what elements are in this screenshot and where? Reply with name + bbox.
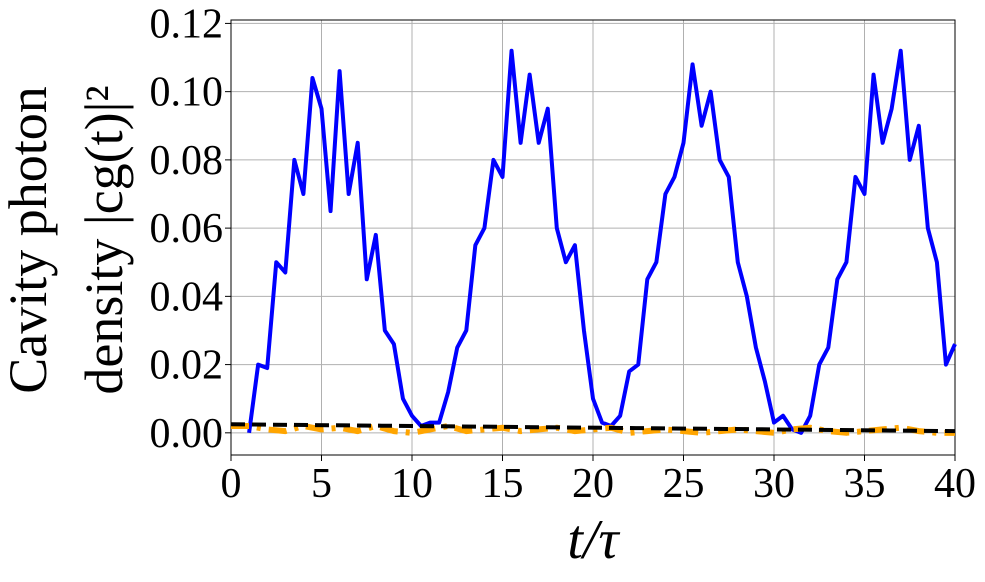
x-tick-label: 15 — [482, 461, 524, 507]
x-tick-label: 30 — [753, 461, 795, 507]
y-tick-label: 0.06 — [150, 206, 224, 252]
x-tick-label: 5 — [311, 461, 332, 507]
y-tick-label: 0.08 — [150, 138, 224, 184]
x-tick-label: 20 — [572, 461, 614, 507]
y-axis-label: density |cg(t)|² — [74, 85, 134, 394]
x-tick-label: 25 — [663, 461, 705, 507]
y-tick-label: 0.12 — [150, 1, 224, 47]
y-axis-label: Cavity photon — [0, 86, 58, 394]
plot-frame — [230, 19, 956, 456]
x-tick-label: 0 — [221, 461, 242, 507]
y-tick-label: 0.02 — [150, 343, 224, 389]
series-line — [247, 48, 957, 435]
y-tick-label: 0.00 — [150, 411, 224, 457]
x-axis-label: t/τ — [567, 509, 620, 571]
x-tick-label: 35 — [844, 461, 886, 507]
x-tick-label: 40 — [934, 461, 976, 507]
y-tick-label: 0.04 — [150, 274, 224, 320]
y-tick-label: 0.10 — [150, 70, 224, 116]
series-line — [231, 423, 955, 436]
series-line — [230, 422, 956, 434]
x-tick-label: 10 — [391, 461, 433, 507]
